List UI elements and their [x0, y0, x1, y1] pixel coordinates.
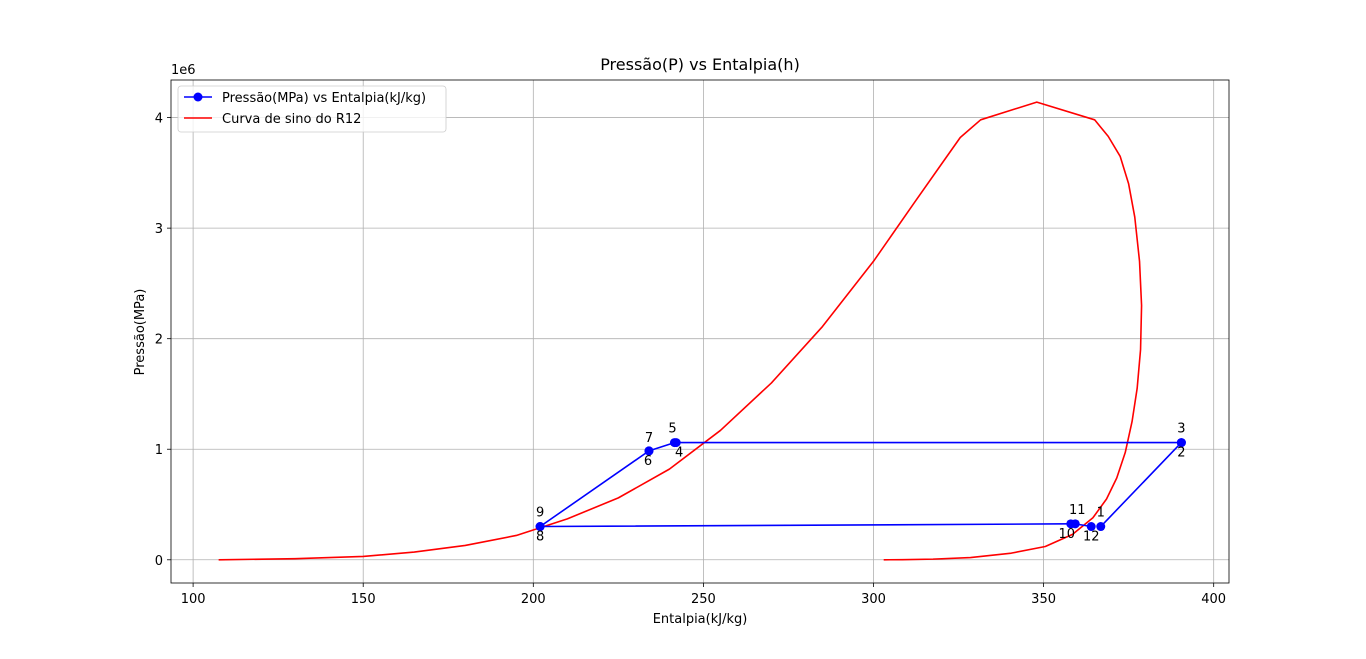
series-line-r12-bell-curve	[218, 101, 1143, 561]
data-point-11	[1070, 519, 1080, 529]
legend-marker-series-1	[193, 92, 203, 102]
y-axis-offset-text: 1e6	[171, 63, 196, 78]
y-tick-label: 0	[155, 554, 163, 569]
grid	[171, 80, 1229, 583]
y-axis-label: Pressão(MPa)	[133, 289, 148, 376]
data-point-3	[1176, 438, 1186, 448]
legend-label-series-1: Pressão(MPa) vs Entalpia(kJ/kg)	[222, 91, 426, 106]
chart-title: Pressão(P) vs Entalpia(h)	[600, 55, 800, 74]
legend-label-series-2: Curva de sino do R12	[222, 112, 361, 127]
point-label-6: 6	[644, 454, 652, 469]
y-tick-label: 1	[155, 443, 163, 458]
point-label-12: 12	[1083, 530, 1100, 545]
data-point-9	[535, 522, 545, 532]
x-tick-label: 300	[861, 592, 886, 607]
data-point-7	[644, 446, 654, 456]
point-label-9: 9	[536, 506, 544, 521]
y-tick-label: 3	[155, 222, 163, 237]
x-tick-label: 200	[521, 592, 546, 607]
point-label-8: 8	[536, 530, 544, 545]
point-label-4: 4	[675, 446, 683, 461]
data-point-12	[1086, 522, 1096, 532]
x-axis-label: Entalpia(kJ/kg)	[653, 612, 748, 627]
x-tick-label: 250	[691, 592, 716, 607]
point-label-5: 5	[668, 422, 676, 437]
point-label-2: 2	[1177, 446, 1185, 461]
data-point-5	[669, 438, 679, 448]
x-tick-label: 150	[351, 592, 376, 607]
y-tick-label: 4	[155, 112, 163, 127]
y-tick-label: 2	[155, 333, 163, 348]
axes-frame	[170, 79, 1230, 584]
data-point-1	[1096, 522, 1106, 532]
plot-series	[218, 101, 1186, 561]
point-label-11: 11	[1069, 503, 1086, 518]
legend: Pressão(MPa) vs Entalpia(kJ/kg) Curva de…	[177, 85, 447, 133]
x-tick-label: 100	[181, 592, 206, 607]
x-tick-label: 350	[1031, 592, 1056, 607]
point-label-1: 1	[1097, 506, 1105, 521]
point-label-10: 10	[1059, 527, 1076, 542]
legend-box	[177, 85, 447, 133]
point-label-7: 7	[645, 431, 653, 446]
point-label-3: 3	[1177, 422, 1185, 437]
x-tick-label: 400	[1201, 592, 1226, 607]
